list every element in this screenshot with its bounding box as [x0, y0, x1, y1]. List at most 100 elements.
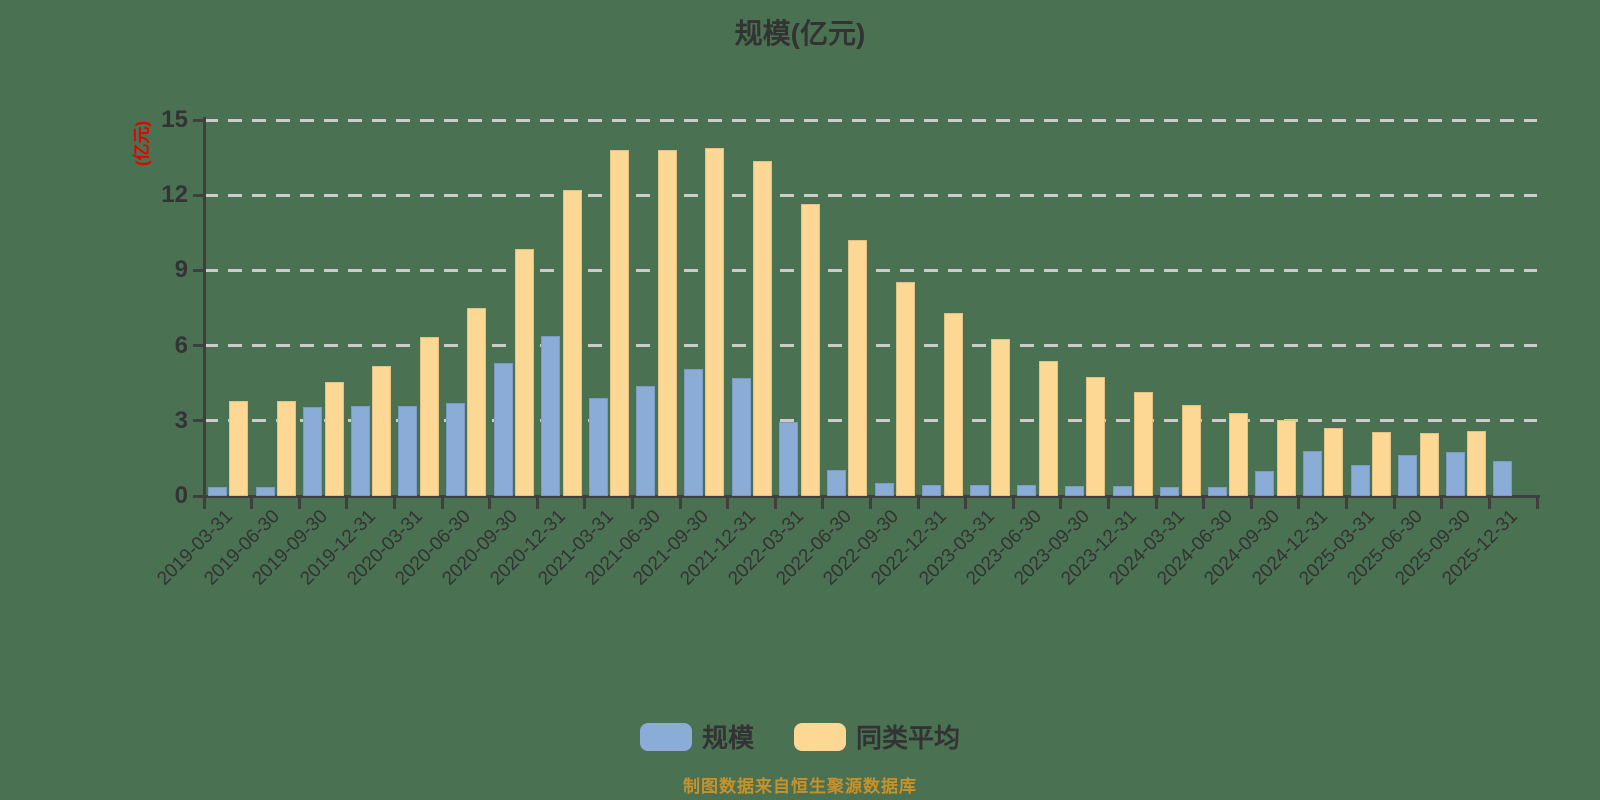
x-axis-tick	[583, 496, 587, 509]
bar-规模-2024-06-30[interactable]	[1207, 487, 1227, 496]
bar-规模-2025-03-31[interactable]	[1350, 464, 1370, 496]
bar-同类平均-2020-12-31[interactable]	[562, 190, 582, 496]
x-axis-tick	[1535, 496, 1539, 509]
bar-规模-2021-12-31[interactable]	[731, 378, 751, 496]
bar-规模-2019-03-31[interactable]	[208, 487, 227, 496]
bar-同类平均-2019-06-30[interactable]	[277, 400, 296, 496]
bar-规模-2019-12-31[interactable]	[350, 405, 370, 496]
x-axis-tick	[821, 496, 825, 509]
bar-规模-2022-09-30[interactable]	[874, 483, 894, 496]
gridline-15	[204, 118, 1537, 122]
y-axis-line	[203, 117, 206, 498]
x-axis-tick	[392, 496, 396, 509]
bar-同类平均-2023-06-30[interactable]	[1038, 360, 1058, 496]
bar-同类平均-2019-12-31[interactable]	[372, 365, 392, 496]
x-axis-tick	[678, 496, 682, 509]
bar-规模-2020-12-31[interactable]	[541, 335, 561, 496]
bar-同类平均-2022-12-31[interactable]	[943, 313, 963, 496]
bar-同类平均-2025-06-30[interactable]	[1419, 433, 1439, 496]
gridline-3	[204, 419, 1537, 423]
bar-规模-2024-12-31[interactable]	[1302, 450, 1322, 496]
y-axis-tick-label: 15	[161, 106, 188, 133]
x-axis-tick	[1487, 496, 1491, 509]
x-axis-tick	[964, 496, 968, 509]
x-axis-tick	[1154, 496, 1158, 509]
bar-规模-2019-06-30[interactable]	[255, 487, 275, 496]
x-axis-tick	[345, 496, 349, 509]
bar-规模-2023-09-30[interactable]	[1064, 485, 1084, 496]
bar-规模-2021-09-30[interactable]	[684, 369, 704, 496]
legend-item-average[interactable]: 同类平均	[794, 718, 960, 755]
legend-swatch-scale-icon	[639, 722, 692, 751]
gridline-6	[204, 344, 1537, 348]
bar-同类平均-2022-06-30[interactable]	[848, 240, 868, 496]
legend-item-scale[interactable]: 规模	[639, 718, 754, 755]
bar-规模-2020-09-30[interactable]	[493, 363, 513, 496]
x-axis-tick	[202, 496, 206, 509]
bar-规模-2025-06-30[interactable]	[1398, 454, 1418, 496]
bar-同类平均-2021-12-31[interactable]	[753, 161, 773, 496]
bar-规模-2020-03-31[interactable]	[398, 405, 418, 496]
bar-规模-2021-06-30[interactable]	[636, 385, 656, 496]
bar-规模-2025-12-31[interactable]	[1493, 460, 1513, 496]
y-axis-tick	[193, 118, 204, 122]
bar-规模-2025-09-30[interactable]	[1445, 452, 1465, 496]
bar-规模-2019-09-30[interactable]	[303, 407, 323, 496]
bar-同类平均-2024-12-31[interactable]	[1324, 428, 1344, 496]
bar-同类平均-2023-09-30[interactable]	[1086, 376, 1106, 496]
x-axis-tick	[869, 496, 872, 509]
bar-同类平均-2023-03-31[interactable]	[991, 339, 1011, 496]
gridline-9	[204, 268, 1537, 272]
x-axis-tick	[726, 496, 730, 509]
bar-规模-2024-03-31[interactable]	[1160, 487, 1180, 496]
bar-同类平均-2022-09-30[interactable]	[895, 281, 915, 496]
bar-规模-2022-12-31[interactable]	[922, 484, 942, 496]
x-axis-tick	[1392, 496, 1396, 509]
bar-同类平均-2025-03-31[interactable]	[1371, 432, 1391, 496]
x-axis-tick	[916, 496, 920, 509]
bar-规模-2022-03-31[interactable]	[779, 422, 799, 496]
bar-同类平均-2020-09-30[interactable]	[515, 249, 535, 496]
bar-同类平均-2024-09-30[interactable]	[1276, 419, 1296, 496]
bar-规模-2021-03-31[interactable]	[588, 398, 608, 496]
y-axis-tick	[193, 494, 204, 498]
y-axis-tick	[193, 419, 204, 423]
bar-规模-2020-06-30[interactable]	[446, 403, 466, 496]
y-axis-tick-label: 0	[174, 482, 188, 509]
bar-同类平均-2020-03-31[interactable]	[419, 336, 439, 496]
x-axis-tick	[535, 496, 539, 509]
bar-同类平均-2022-03-31[interactable]	[800, 203, 820, 496]
bar-规模-2022-06-30[interactable]	[826, 469, 846, 496]
y-axis-tick	[193, 193, 204, 197]
bar-同类平均-2021-09-30[interactable]	[705, 147, 725, 496]
bar-同类平均-2019-03-31[interactable]	[229, 400, 249, 496]
bar-规模-2023-03-31[interactable]	[969, 484, 989, 496]
x-axis-tick	[1059, 496, 1063, 509]
bar-同类平均-2021-03-31[interactable]	[610, 150, 630, 496]
x-axis-tick	[1249, 496, 1253, 509]
bar-规模-2023-12-31[interactable]	[1112, 485, 1132, 496]
x-axis-tick	[1107, 496, 1111, 509]
chart-title: 规模(亿元)	[734, 18, 866, 49]
bar-同类平均-2019-09-30[interactable]	[324, 381, 344, 496]
bar-同类平均-2020-06-30[interactable]	[467, 308, 487, 496]
bar-同类平均-2024-06-30[interactable]	[1229, 413, 1249, 496]
bar-同类平均-2023-12-31[interactable]	[1133, 391, 1153, 496]
bar-同类平均-2021-06-30[interactable]	[657, 150, 677, 496]
y-axis-tick-label: 12	[161, 181, 188, 209]
y-axis-tick-label: 6	[174, 331, 188, 359]
bar-规模-2024-09-30[interactable]	[1255, 470, 1275, 496]
x-axis-tick	[297, 496, 301, 509]
x-axis-tick	[440, 496, 444, 509]
x-axis-tick	[1011, 496, 1015, 509]
bar-规模-2023-06-30[interactable]	[1017, 484, 1037, 496]
legend-label-scale: 规模	[701, 723, 754, 753]
legend-label-average: 同类平均	[856, 723, 961, 753]
gridline-12	[204, 193, 1537, 197]
bar-同类平均-2024-03-31[interactable]	[1181, 404, 1201, 496]
bar-同类平均-2025-09-30[interactable]	[1467, 430, 1487, 496]
x-axis-tick	[1440, 496, 1444, 509]
legend-swatch-average-icon	[794, 722, 846, 751]
x-axis-tick	[1345, 496, 1349, 509]
